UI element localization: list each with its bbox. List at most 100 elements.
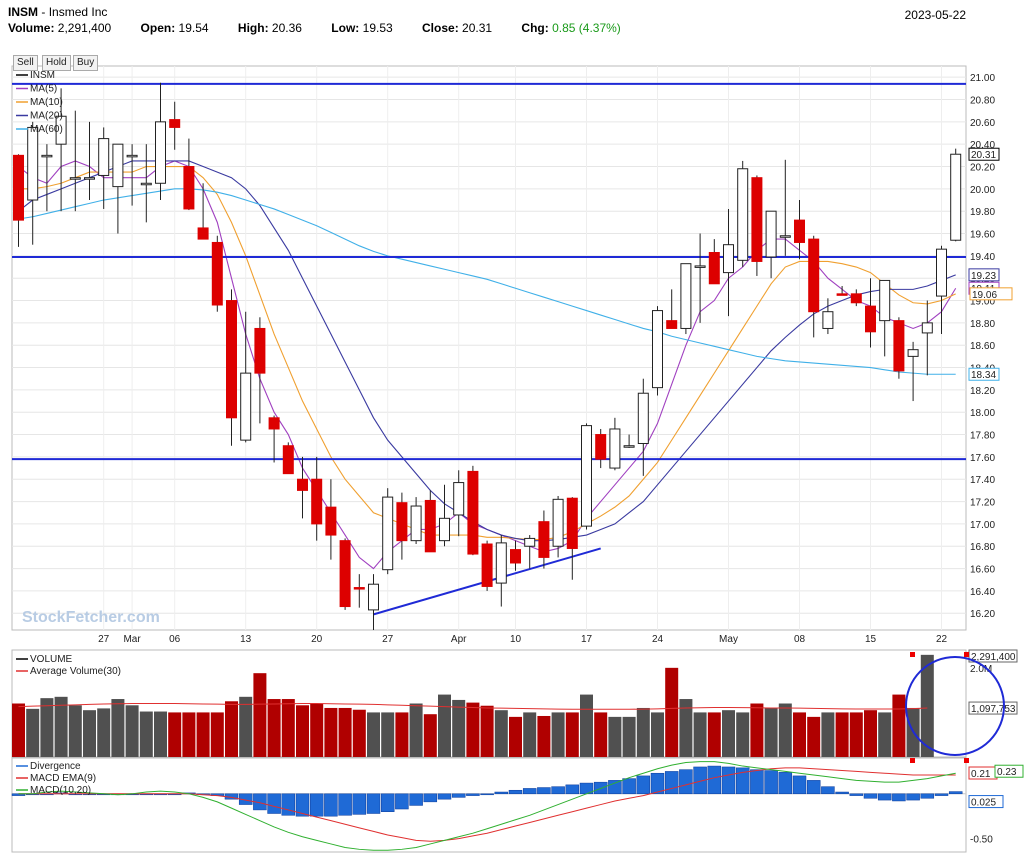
candle-body <box>325 506 337 536</box>
macd-tag-box <box>994 764 1024 778</box>
volume-bar <box>154 711 167 757</box>
price-tick-label: 16.60 <box>970 565 995 576</box>
volume-bar <box>864 710 877 757</box>
candle-body <box>254 327 266 374</box>
macd-legend-label: Divergence <box>30 761 81 772</box>
quote-date: 2023-05-22 <box>904 8 966 22</box>
macd-histogram-bar <box>466 793 480 796</box>
macd-histogram-bar <box>679 769 693 795</box>
candle-body <box>424 499 436 553</box>
macd-histogram-bar <box>551 786 565 795</box>
volume-bar <box>878 712 892 757</box>
volume-bar <box>764 707 778 757</box>
company-name: Insmed Inc <box>48 5 108 19</box>
volume-bar <box>835 712 849 757</box>
candle-body <box>822 311 834 329</box>
volume-bar <box>40 698 54 757</box>
volume-bar <box>54 696 68 757</box>
volume-tag-label: 2,291,400 <box>971 652 1016 663</box>
volume-bar <box>466 702 480 757</box>
highlight-marker <box>964 652 969 657</box>
candle-body <box>211 241 223 306</box>
macd-histogram-bar <box>324 793 338 817</box>
macd-histogram-bar <box>650 772 665 795</box>
volume-label: Volume: <box>8 21 55 35</box>
volume-bar <box>83 710 96 757</box>
candle-body <box>226 300 237 419</box>
volume-bar <box>509 716 522 757</box>
high-value: 20.36 <box>271 21 302 35</box>
candle-body <box>723 244 734 274</box>
candle-body <box>169 119 181 128</box>
candle-body <box>680 263 692 329</box>
volume-bar <box>565 712 579 757</box>
volume-bar <box>722 710 735 757</box>
volume-bar <box>750 703 764 757</box>
volume-bar <box>580 694 593 757</box>
candle-body <box>84 177 95 180</box>
macd-tick-label: -0.50 <box>970 835 993 846</box>
price-tick-label: 19.60 <box>970 230 995 241</box>
volume-bar <box>26 708 40 757</box>
change-value: 0.85 (4.37%) <box>552 21 621 35</box>
volume-tick-label: 2.0M <box>970 664 992 675</box>
volume-bar <box>920 654 934 757</box>
volume-bar <box>793 712 806 757</box>
date-tick-label: Mar <box>123 634 141 645</box>
volume-bar <box>12 703 25 757</box>
watermark: StockFetcher.com <box>22 609 160 626</box>
macd-histogram-bar <box>565 784 580 795</box>
quote-title-row: INSM - Insmed Inc <box>8 5 108 19</box>
candle-body <box>183 166 195 210</box>
volume-bar <box>125 705 139 757</box>
macd-ema-line <box>18 767 956 842</box>
price-tag-box <box>969 287 1013 301</box>
volume-bar <box>182 712 196 757</box>
volume-bar <box>537 715 551 757</box>
macd-histogram-bar <box>508 789 523 795</box>
low-value: 19.53 <box>362 21 393 35</box>
volume-tag-box <box>968 701 1018 715</box>
candle-body <box>850 293 862 304</box>
date-tick-label: 10 <box>510 634 522 645</box>
volume-bar <box>352 709 366 757</box>
candle-body <box>950 153 962 241</box>
date-tick-label: 06 <box>169 634 181 645</box>
volume-bar <box>296 705 309 757</box>
candle-body <box>98 138 110 176</box>
macd-legend-label: MACD(10,20) <box>30 785 91 796</box>
high-label: High: <box>237 21 269 35</box>
volume-bar <box>239 696 253 757</box>
macd-histogram-bar <box>693 766 707 795</box>
macd-histogram-bar <box>480 793 494 796</box>
volume-value: 2,291,400 <box>57 21 112 35</box>
macd-histogram-bar <box>636 775 651 795</box>
macd-histogram-bar <box>622 778 636 795</box>
candle-body <box>311 478 323 525</box>
sell-button[interactable]: Sell <box>13 55 38 71</box>
macd-tag-box <box>968 795 1004 809</box>
price-tag-label: 19.23 <box>971 271 996 282</box>
price-tag-label: 18.34 <box>971 370 996 381</box>
price-tick-label: 18.20 <box>970 386 995 397</box>
price-tick-label: 19.80 <box>970 207 995 218</box>
macd-histogram-bar <box>409 793 423 806</box>
price-tick-label: 20.60 <box>970 118 995 129</box>
candle-body <box>41 154 53 158</box>
macd-tag-label: 0.21 <box>971 769 991 780</box>
candle-body <box>566 497 578 549</box>
candle-body <box>694 265 706 268</box>
macd-legend-label: MACD EMA(9) <box>30 773 96 784</box>
macd-histogram-bar <box>892 793 906 802</box>
buy-button[interactable]: Buy <box>73 55 99 71</box>
price-tick-label: 20.80 <box>970 96 995 107</box>
macd-histogram-bar <box>778 772 793 795</box>
price-tag-box <box>968 268 1000 282</box>
candle-body <box>510 549 521 564</box>
candle-body <box>524 537 536 547</box>
price-tag-box <box>968 367 1000 381</box>
close-value: 20.31 <box>462 21 493 35</box>
volume-bar <box>807 716 821 757</box>
candle-body <box>126 154 138 158</box>
hold-button[interactable]: Hold <box>42 55 71 71</box>
